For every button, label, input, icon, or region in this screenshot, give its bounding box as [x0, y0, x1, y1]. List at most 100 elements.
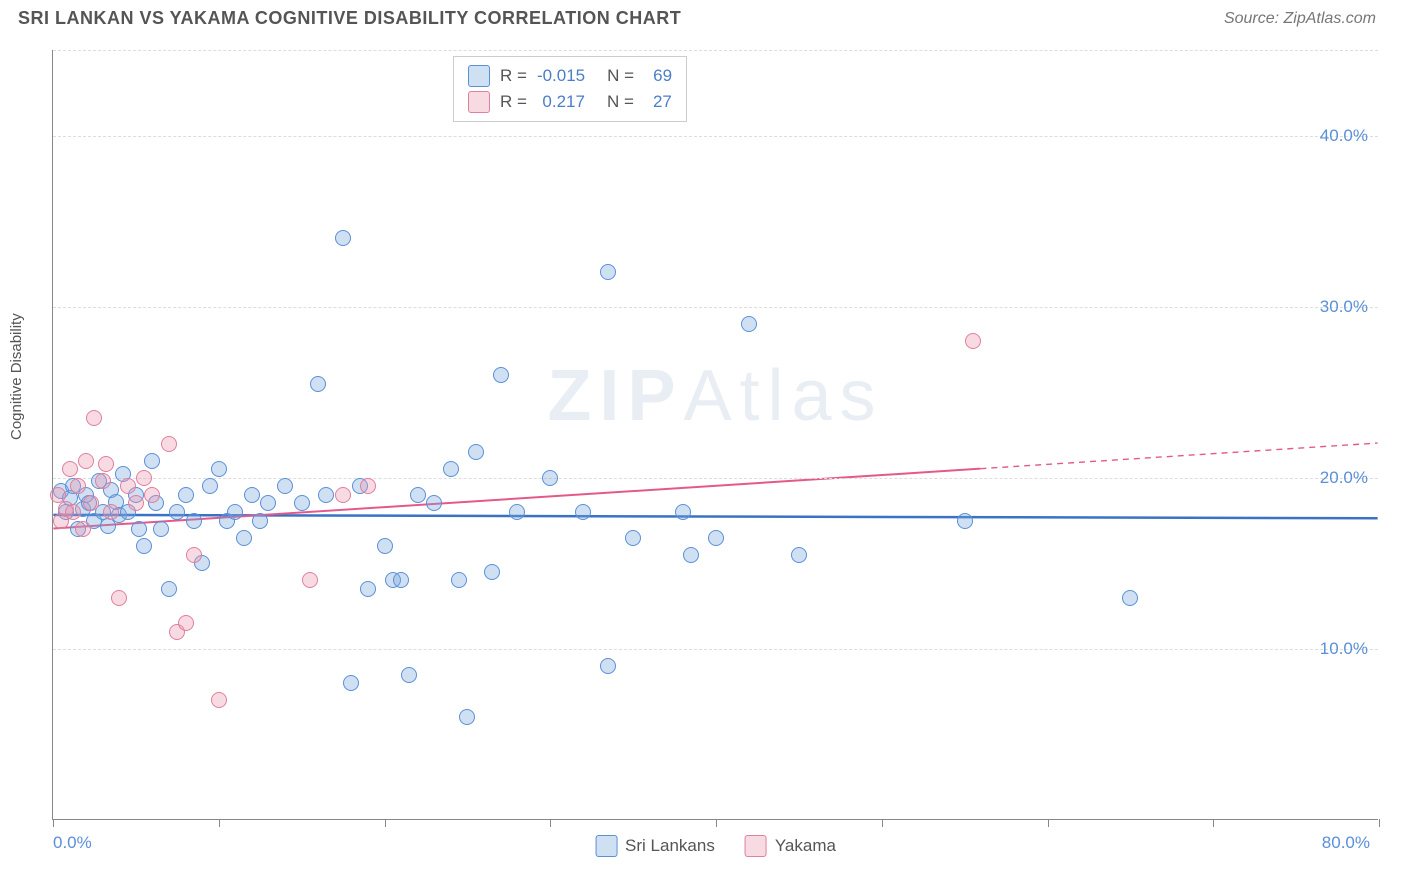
data-point: [791, 547, 807, 563]
data-point: [62, 461, 78, 477]
r-value: 0.217: [537, 92, 585, 112]
r-label: R =: [500, 66, 527, 86]
data-point: [965, 333, 981, 349]
stats-legend-row: R = -0.015 N = 69: [468, 63, 672, 89]
gridline: [53, 50, 1378, 51]
n-value: 69: [644, 66, 672, 86]
legend-swatch: [745, 835, 767, 857]
data-point: [377, 538, 393, 554]
stats-legend-row: R =0.217N =27: [468, 89, 672, 115]
chart-area: ZIPAtlas R =-0.015N =69R =0.217N =27 Sri…: [52, 50, 1378, 820]
data-point: [86, 410, 102, 426]
data-point: [335, 487, 351, 503]
data-point: [343, 675, 359, 691]
legend-item: Sri Lankans: [595, 835, 715, 857]
n-label: N =: [607, 92, 634, 112]
x-tick: [716, 819, 717, 827]
data-point: [103, 504, 119, 520]
legend-label: Sri Lankans: [625, 836, 715, 856]
data-point: [393, 572, 409, 588]
data-point: [161, 581, 177, 597]
data-point: [211, 692, 227, 708]
y-tick-label: 40.0%: [1320, 126, 1368, 146]
data-point: [1122, 590, 1138, 606]
data-point: [95, 473, 111, 489]
data-point: [294, 495, 310, 511]
data-point: [451, 572, 467, 588]
data-point: [236, 530, 252, 546]
stats-legend: R =-0.015N =69R =0.217N =27: [453, 56, 687, 122]
watermark: ZIPAtlas: [547, 355, 883, 437]
data-point: [957, 513, 973, 529]
data-point: [426, 495, 442, 511]
trend-line-extrapolated: [980, 443, 1377, 469]
data-point: [675, 504, 691, 520]
legend-item: Yakama: [745, 835, 836, 857]
x-tick: [219, 819, 220, 827]
x-tick: [550, 819, 551, 827]
data-point: [277, 478, 293, 494]
y-tick-label: 10.0%: [1320, 639, 1368, 659]
data-point: [202, 478, 218, 494]
data-point: [600, 658, 616, 674]
legend-swatch: [468, 65, 490, 87]
r-label: R =: [500, 92, 527, 112]
x-tick: [53, 819, 54, 827]
data-point: [683, 547, 699, 563]
data-point: [153, 521, 169, 537]
gridline: [53, 478, 1378, 479]
data-point: [144, 487, 160, 503]
data-point: [75, 521, 91, 537]
gridline: [53, 307, 1378, 308]
data-point: [484, 564, 500, 580]
y-tick-label: 20.0%: [1320, 468, 1368, 488]
trend-lines-svg: [53, 50, 1378, 819]
gridline: [53, 649, 1378, 650]
data-point: [509, 504, 525, 520]
data-point: [186, 513, 202, 529]
legend-swatch: [468, 91, 490, 113]
r-value: -0.015: [537, 66, 585, 86]
data-point: [708, 530, 724, 546]
data-point: [120, 478, 136, 494]
data-point: [252, 513, 268, 529]
data-point: [302, 572, 318, 588]
x-tick: [1379, 819, 1380, 827]
x-tick: [882, 819, 883, 827]
data-point: [335, 230, 351, 246]
x-tick: [1048, 819, 1049, 827]
data-point: [83, 495, 99, 511]
series-legend: Sri Lankans Yakama: [595, 835, 836, 857]
gridline: [53, 136, 1378, 137]
data-point: [459, 709, 475, 725]
x-tick: [385, 819, 386, 827]
x-tick-label: 0.0%: [53, 833, 92, 853]
data-point: [575, 504, 591, 520]
data-point: [410, 487, 426, 503]
data-point: [244, 487, 260, 503]
data-point: [310, 376, 326, 392]
data-point: [600, 264, 616, 280]
data-point: [186, 547, 202, 563]
legend-swatch: [595, 835, 617, 857]
data-point: [70, 478, 86, 494]
data-point: [401, 667, 417, 683]
n-label: N =: [607, 66, 634, 86]
data-point: [260, 495, 276, 511]
data-point: [360, 581, 376, 597]
data-point: [227, 504, 243, 520]
chart-title: SRI LANKAN VS YAKAMA COGNITIVE DISABILIT…: [18, 8, 681, 29]
y-tick-label: 30.0%: [1320, 297, 1368, 317]
data-point: [318, 487, 334, 503]
data-point: [136, 470, 152, 486]
data-point: [98, 456, 114, 472]
data-point: [128, 495, 144, 511]
legend-label: Yakama: [775, 836, 836, 856]
x-tick-label: 80.0%: [1322, 833, 1370, 853]
data-point: [178, 487, 194, 503]
data-point: [131, 521, 147, 537]
data-point: [542, 470, 558, 486]
data-point: [443, 461, 459, 477]
data-point: [111, 590, 127, 606]
data-point: [169, 504, 185, 520]
